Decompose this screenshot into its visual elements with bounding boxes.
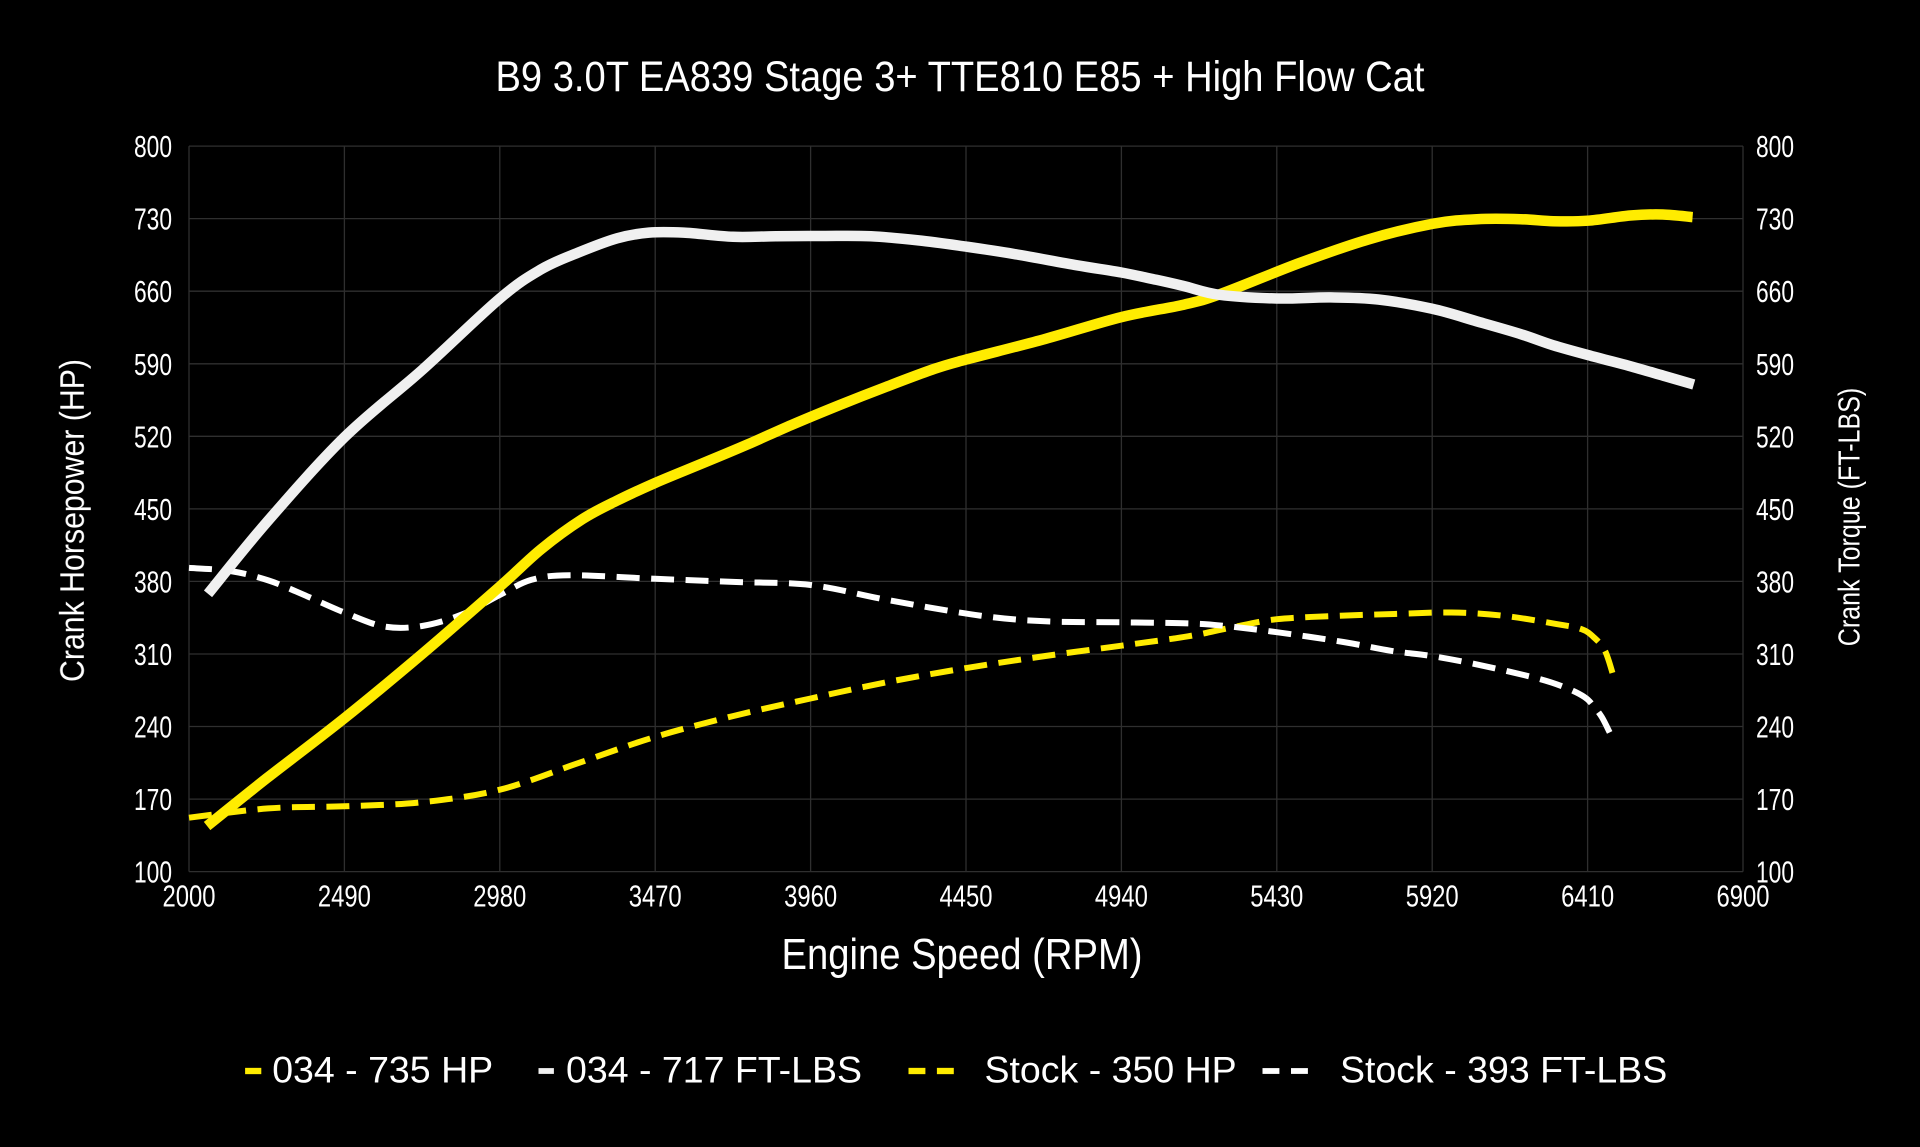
- svg-text:2490: 2490: [318, 879, 371, 913]
- svg-text:520: 520: [1756, 420, 1794, 454]
- svg-text:170: 170: [134, 783, 172, 817]
- svg-text:310: 310: [1756, 638, 1794, 672]
- svg-text:170: 170: [1756, 783, 1794, 817]
- svg-text:4450: 4450: [940, 879, 993, 913]
- svg-text:660: 660: [134, 275, 172, 309]
- svg-text:450: 450: [134, 493, 172, 527]
- svg-text:034 - 717 FT-LBS: 034 - 717 FT-LBS: [566, 1049, 862, 1091]
- svg-text:4940: 4940: [1095, 879, 1148, 913]
- svg-text:100: 100: [134, 856, 172, 890]
- svg-text:6410: 6410: [1561, 879, 1614, 913]
- svg-text:5430: 5430: [1250, 879, 1303, 913]
- svg-text:3470: 3470: [629, 879, 682, 913]
- svg-text:660: 660: [1756, 275, 1794, 309]
- svg-text:Stock - 393 FT-LBS: Stock - 393 FT-LBS: [1340, 1049, 1667, 1091]
- svg-text:800: 800: [134, 130, 172, 164]
- svg-text:B9 3.0T EA839 Stage 3+ TTE810: B9 3.0T EA839 Stage 3+ TTE810 E85 + High…: [496, 54, 1425, 101]
- svg-text:100: 100: [1756, 856, 1794, 890]
- svg-text:730: 730: [1756, 203, 1794, 237]
- svg-text:034 - 735 HP: 034 - 735 HP: [272, 1049, 493, 1091]
- svg-text:590: 590: [1756, 348, 1794, 382]
- svg-text:590: 590: [134, 348, 172, 382]
- svg-text:730: 730: [134, 203, 172, 237]
- svg-text:3960: 3960: [784, 879, 837, 913]
- svg-text:380: 380: [134, 565, 172, 599]
- svg-text:450: 450: [1756, 493, 1794, 527]
- svg-text:310: 310: [134, 638, 172, 672]
- svg-text:380: 380: [1756, 565, 1794, 599]
- svg-text:520: 520: [134, 420, 172, 454]
- svg-text:Engine Speed (RPM): Engine Speed (RPM): [782, 931, 1143, 979]
- svg-text:6900: 6900: [1717, 879, 1770, 913]
- svg-text:240: 240: [1756, 711, 1794, 745]
- svg-text:2000: 2000: [163, 879, 216, 913]
- svg-text:Crank Horsepower (HP): Crank Horsepower (HP): [54, 359, 92, 682]
- svg-text:800: 800: [1756, 130, 1794, 164]
- svg-text:240: 240: [134, 711, 172, 745]
- svg-text:2980: 2980: [473, 879, 526, 913]
- svg-text:Crank Torque (FT-LBS): Crank Torque (FT-LBS): [1832, 388, 1867, 647]
- svg-text:Stock - 350 HP: Stock - 350 HP: [985, 1049, 1237, 1091]
- svg-text:5920: 5920: [1406, 879, 1459, 913]
